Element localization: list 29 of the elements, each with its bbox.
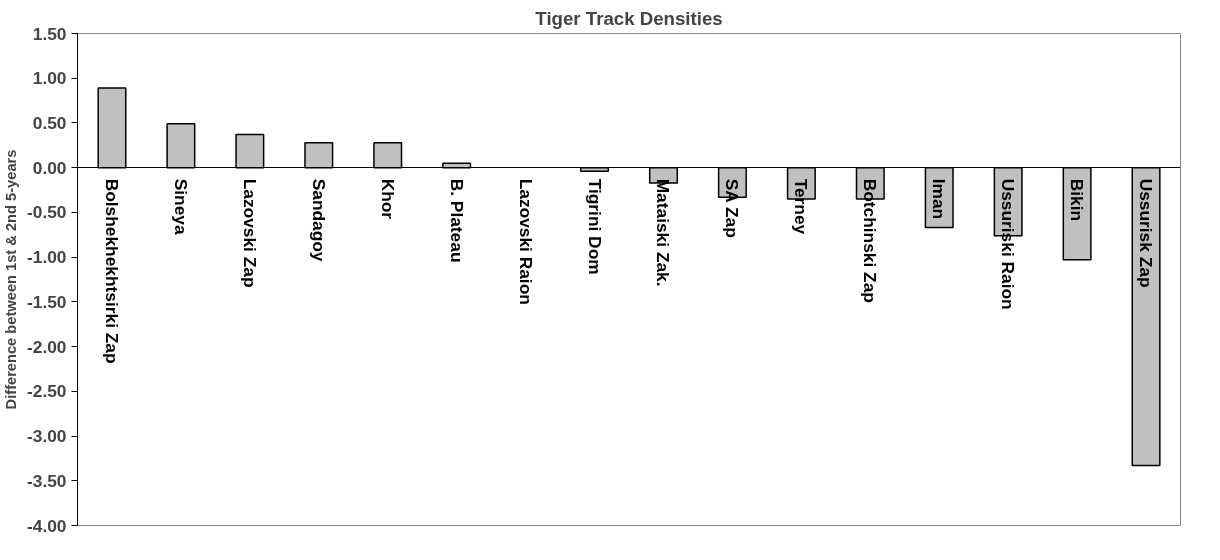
y-tick-label: -0.50 xyxy=(27,202,67,223)
x-tick-label: Lazovski Raion xyxy=(515,178,536,305)
y-tick-label: -2.50 xyxy=(27,381,67,402)
x-tick-label: Ussuriski Raion xyxy=(998,178,1019,310)
y-tick-label: 1.50 xyxy=(32,23,67,44)
y-tick-label: 0.50 xyxy=(32,112,67,133)
y-tick-label: -3.50 xyxy=(27,470,67,491)
y-tick-label: -1.00 xyxy=(27,247,67,268)
y-tick-label: -3.00 xyxy=(27,426,67,447)
x-tick-label: Mataiski Zak. xyxy=(653,178,674,287)
y-tick-label: -4.00 xyxy=(27,515,67,536)
x-tick-label: Sineya xyxy=(170,178,191,235)
y-tick-label: 1.00 xyxy=(32,68,67,89)
chart-title: Tiger Track Densities xyxy=(535,7,723,29)
y-axis-title: Difference between 1st & 2nd 5-years xyxy=(3,149,19,410)
x-tick-label: Bikin xyxy=(1067,178,1088,222)
x-tick-label: Bolshekhekhtsirki Zap xyxy=(101,178,122,364)
x-tick-label: Terney xyxy=(791,178,812,235)
x-tick-label: Ussurisk Zap xyxy=(1136,178,1157,288)
x-tick-label: Lazovski Zap xyxy=(239,178,260,288)
y-tick-label: -1.50 xyxy=(27,291,67,312)
x-tick-label: B. Plateau xyxy=(446,178,467,263)
y-tick-label: -2.00 xyxy=(27,336,67,357)
x-tick-label: Khor xyxy=(377,178,398,220)
x-tick-label: Sandagoy xyxy=(308,178,329,262)
x-tick-label: Botchinski Zap xyxy=(860,178,881,303)
x-tick-label: Iman xyxy=(929,178,950,220)
y-tick-label: 0.00 xyxy=(32,157,67,178)
x-tick-label: Tigrini Dom xyxy=(584,178,605,275)
